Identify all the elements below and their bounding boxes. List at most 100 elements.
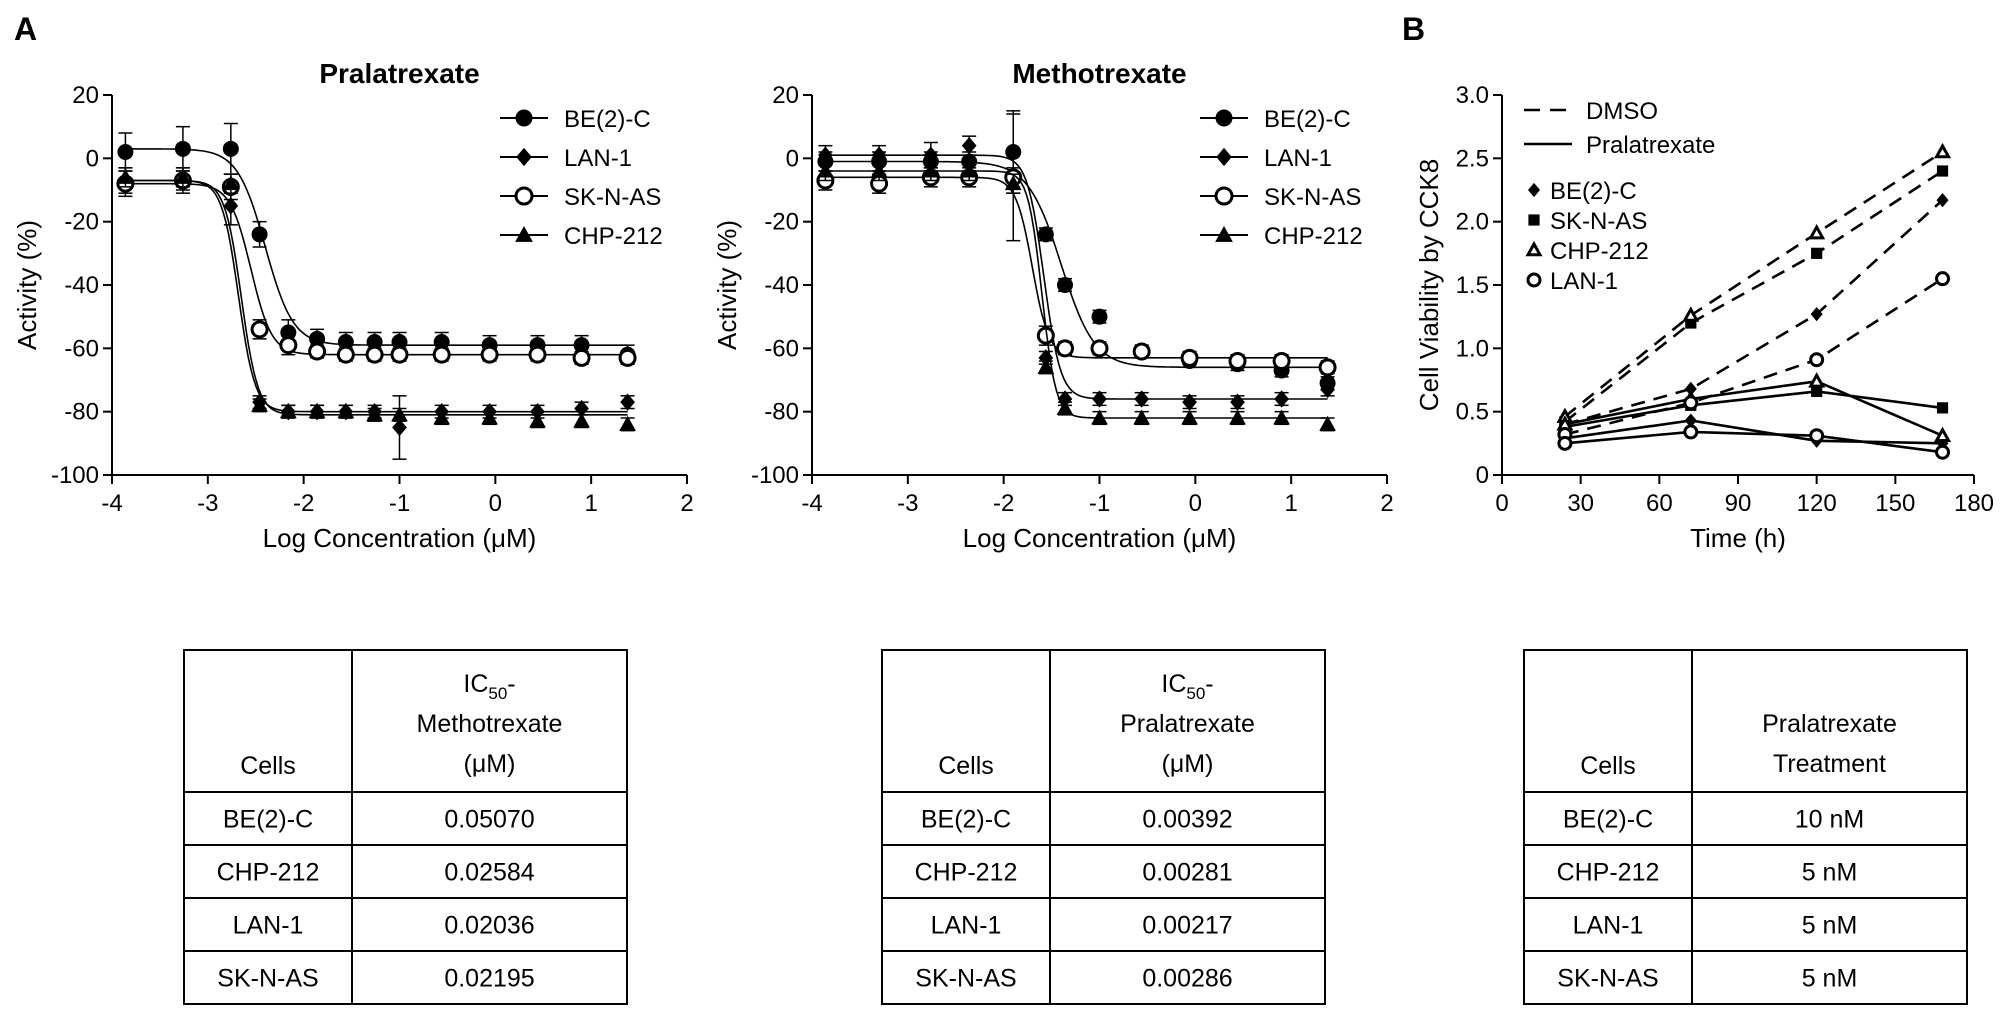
cell-name: LAN-1 — [1573, 912, 1644, 940]
legend-label: DMSO — [1586, 98, 1658, 125]
cell-name: BE(2)-C — [1563, 806, 1653, 834]
y-tick-label: 1.0 — [1456, 335, 1489, 362]
x-tick-label: 0 — [489, 490, 502, 517]
data-point — [1180, 348, 1199, 367]
data-point — [961, 137, 977, 155]
series-be-2-c — [117, 122, 636, 365]
header-ic50-dash: - — [507, 670, 515, 698]
y-axis-label: Activity (%) — [712, 220, 742, 350]
legend-marker — [1526, 272, 1542, 288]
x-tick-label: 2 — [680, 490, 693, 517]
y-tick-label: 20 — [772, 82, 799, 109]
pralatrexate-point — [1557, 435, 1573, 451]
data-point — [870, 162, 888, 178]
data-point — [117, 168, 134, 184]
legend-label: SK-N-AS — [564, 184, 661, 211]
fit-curve — [825, 160, 1328, 369]
series-lan-1 — [1557, 271, 1951, 460]
data-point — [366, 406, 383, 422]
header-ic50-base: IC — [1161, 670, 1186, 698]
dmso-point — [1933, 142, 1952, 159]
data-point — [1056, 339, 1074, 358]
pralatrexate-point — [1936, 402, 1949, 414]
header-ic50: IC50- — [1161, 670, 1213, 703]
data-point — [1090, 339, 1109, 358]
y-tick-label: 2.5 — [1456, 145, 1489, 172]
cell-name: BE(2)-C — [223, 806, 313, 834]
dmso-point — [1810, 307, 1823, 322]
legend: BE(2)-C LAN-1 SK-N-AS CHP-212 — [500, 106, 663, 250]
series-chp-212 — [117, 167, 636, 432]
fit-curve — [825, 170, 1328, 419]
data-point — [308, 403, 326, 419]
cell-name: CHP-212 — [915, 859, 1018, 887]
y-tick-label: -80 — [764, 399, 799, 426]
data-point — [1272, 352, 1291, 370]
data-point — [432, 345, 451, 364]
x-tick-label: 0 — [1495, 490, 1508, 517]
header-ic50-dash: - — [1205, 670, 1213, 698]
data-point — [1037, 226, 1054, 243]
data-point — [1320, 380, 1335, 399]
data-point — [1181, 409, 1198, 425]
panel-letter-b: B — [1402, 11, 1425, 47]
header-cells: Cells — [1580, 752, 1636, 780]
data-point — [1229, 409, 1246, 425]
dmso-point — [1683, 395, 1699, 411]
legend-label: BE(2)-C — [1550, 178, 1637, 205]
dmso-point — [1808, 223, 1826, 240]
cell-value: 0.02036 — [444, 912, 534, 940]
data-point — [817, 162, 834, 178]
data-point — [250, 320, 269, 339]
legend: BE(2)-C LAN-1 SK-N-AS CHP-212 — [1200, 106, 1363, 250]
cell-value: 0.02584 — [444, 859, 534, 887]
data-point — [1134, 390, 1150, 408]
x-tick-label: -1 — [389, 490, 410, 517]
data-point — [1182, 393, 1197, 411]
header-ic50-subscript: 50 — [1186, 684, 1205, 703]
cell-name: SK-N-AS — [915, 965, 1016, 993]
pralatrexate-point — [1683, 424, 1699, 440]
fit-curve — [125, 179, 628, 416]
table-border — [1523, 649, 1968, 1005]
fit-curve — [825, 176, 1328, 359]
x-tick-label: 150 — [1875, 490, 1915, 517]
y-tick-label: 3.0 — [1456, 82, 1489, 109]
legend-marker — [1527, 182, 1541, 198]
cell-viability-time-chart: 0 30 60 90 120 150 180 0 0.5 1.0 1.5 2.0 2.5 3.0 Time … — [1414, 82, 1994, 553]
pralatrexate-dose-response-chart: -4 -3 -2 -1 0 1 2 20 0 -20 -40 -60 -80 -100 Log Concen… — [12, 58, 694, 553]
dmso-line — [1564, 150, 1944, 418]
pralatrexate-line — [1564, 379, 1944, 437]
y-tick-label: -20 — [64, 209, 99, 236]
dmso-point — [1809, 352, 1825, 368]
cell-value: 0.05070 — [444, 806, 534, 834]
legend-label: SK-N-AS — [1264, 184, 1361, 211]
y-tick-label: -100 — [51, 462, 99, 489]
legend-marker — [1215, 109, 1233, 127]
header-cells: Cells — [938, 752, 994, 780]
header-drug: Methotrexate — [417, 710, 563, 738]
x-tick-label: -1 — [1089, 490, 1110, 517]
series-chp-212 — [817, 160, 1336, 432]
y-tick-label: -60 — [764, 335, 799, 362]
legend-marker — [1528, 214, 1540, 226]
data-point — [529, 412, 546, 428]
data-point — [391, 406, 408, 422]
legend-marker — [514, 186, 534, 206]
y-tick-label: -20 — [764, 209, 799, 236]
data-point — [1092, 390, 1107, 408]
table-border — [183, 649, 628, 1005]
legend-label: CHP-212 — [1550, 238, 1649, 265]
dmso-point — [1936, 165, 1949, 177]
legend-marker — [1215, 225, 1233, 242]
x-tick-label: -3 — [197, 490, 218, 517]
cell-name: LAN-1 — [931, 912, 1002, 940]
data-point — [1091, 308, 1108, 325]
x-tick-label: 60 — [1646, 490, 1673, 517]
x-tick-label: 1 — [584, 490, 597, 517]
header-ic50: IC50- — [463, 670, 515, 703]
legend-label: CHP-212 — [1264, 223, 1363, 250]
y-tick-label: -100 — [751, 462, 799, 489]
cell-name: CHP-212 — [217, 859, 320, 887]
cell-value: 0.00281 — [1142, 859, 1232, 887]
